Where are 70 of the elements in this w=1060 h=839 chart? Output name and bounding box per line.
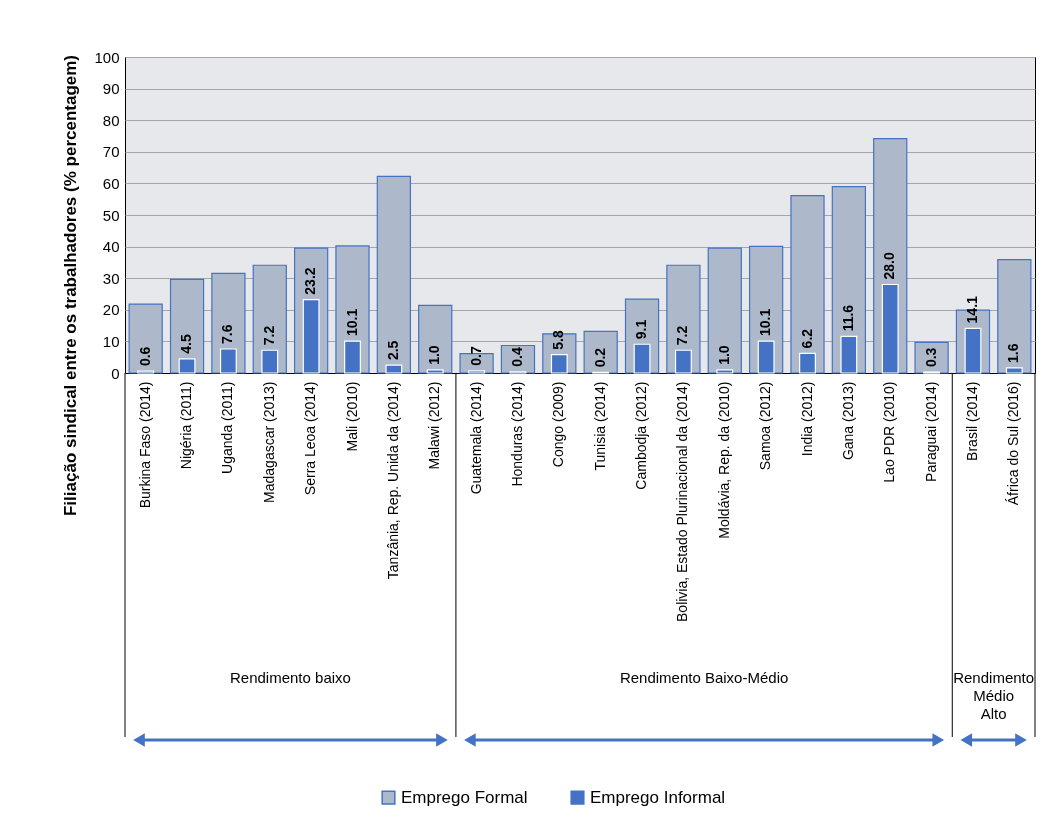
data-label: 1.0	[426, 345, 443, 365]
data-label: 4.5	[178, 334, 195, 354]
data-label: 0.6	[136, 346, 153, 367]
x-tick-label: Moldávia, Rep. da (2010)	[715, 381, 732, 539]
x-tick-label: Cambodja (2012)	[633, 381, 650, 490]
y-tick-label: 60	[102, 174, 120, 192]
data-label: 9.1	[633, 319, 650, 340]
x-tick-label: Tunisia (2014)	[591, 381, 608, 471]
x-tick-label: India (2012)	[798, 381, 815, 457]
data-label: 11.6	[839, 304, 856, 332]
x-tick-label: África do Sul (2016)	[1005, 381, 1022, 506]
bar	[169, 278, 205, 374]
bar	[128, 303, 163, 374]
legend-label: Emprego Informal	[590, 787, 726, 807]
data-label: 1.0	[715, 345, 732, 365]
legend-label: Emprego Formal	[401, 787, 528, 807]
x-tick-label: Guatemala (2014)	[467, 381, 484, 495]
data-label: 10.1	[757, 308, 774, 337]
bar	[707, 247, 742, 374]
data-label: 1.6	[1005, 343, 1022, 363]
data-label: 28.0	[881, 252, 898, 280]
y-axis-title: Filiação sindical entre os trabalhadores (% percentagem)	[61, 54, 81, 517]
data-label: 0.7	[467, 346, 484, 366]
data-label: 14.1	[963, 295, 980, 324]
text: Rendimento Médio Alto	[953, 669, 1035, 722]
x-tick-label: Malawi (2012)	[426, 381, 443, 470]
data-label: 23.2	[302, 267, 319, 295]
x-tick-label: Nigéria (2011)	[178, 381, 195, 470]
bar	[583, 330, 618, 374]
bar	[790, 195, 825, 374]
y-tick-label: 80	[102, 111, 120, 129]
data-label: 0.4	[508, 347, 525, 367]
x-tick-label: Serra Leoa (2014)	[302, 381, 319, 496]
x-tick-label: Brasil (2014)	[963, 381, 980, 461]
data-label: 10.1	[343, 308, 360, 337]
data-label: 5.8	[550, 330, 567, 350]
x-tick-label: Mali (2010)	[343, 381, 360, 452]
x-tick-label: Madagascar (2013)	[260, 381, 277, 503]
data-label: 7.2	[674, 325, 691, 346]
x-tick-label: Honduras (2014)	[508, 381, 525, 487]
bar	[376, 175, 412, 374]
text: Rendimento Baixo-Médio	[619, 669, 789, 686]
x-tick-label: Samoa (2012)	[757, 381, 774, 471]
data-label: 0.3	[922, 347, 939, 368]
y-tick-label: 10	[102, 332, 120, 350]
x-tick-label: Lao PDR (2010)	[881, 381, 898, 483]
data-label: 7.6	[219, 324, 236, 344]
x-tick-label: Uganda (2011)	[219, 381, 236, 474]
y-tick-label: 20	[102, 301, 120, 319]
y-tick-label: 90	[102, 80, 120, 98]
data-label: 7.2	[260, 325, 277, 346]
text: Rendimento baixo	[229, 669, 351, 686]
y-tick-label: 100	[94, 48, 120, 66]
bar	[997, 258, 1032, 374]
x-tick-label: Bolivia, Estado Plurinacional da (2014)	[674, 381, 691, 622]
y-tick-label: 0	[111, 364, 120, 382]
y-tick-label: 40	[102, 238, 120, 256]
x-tick-label: Gana (2013)	[839, 381, 856, 461]
x-tick-label: Paraguai (2014)	[922, 381, 939, 482]
data-label: 0.2	[591, 347, 608, 368]
x-tick-label: Tanzânia, Rep. Unida da (2014)	[384, 381, 401, 580]
y-tick-label: 50	[102, 206, 120, 224]
data-label: 6.2	[798, 328, 815, 349]
x-tick-label: Congo (2009)	[550, 381, 567, 468]
data-label: 2.5	[384, 340, 401, 361]
x-tick-label: Burkina Faso (2014)	[136, 381, 153, 509]
y-tick-label: 30	[102, 269, 120, 287]
bar	[418, 304, 453, 374]
y-tick-label: 70	[102, 143, 120, 161]
bar	[914, 341, 949, 374]
